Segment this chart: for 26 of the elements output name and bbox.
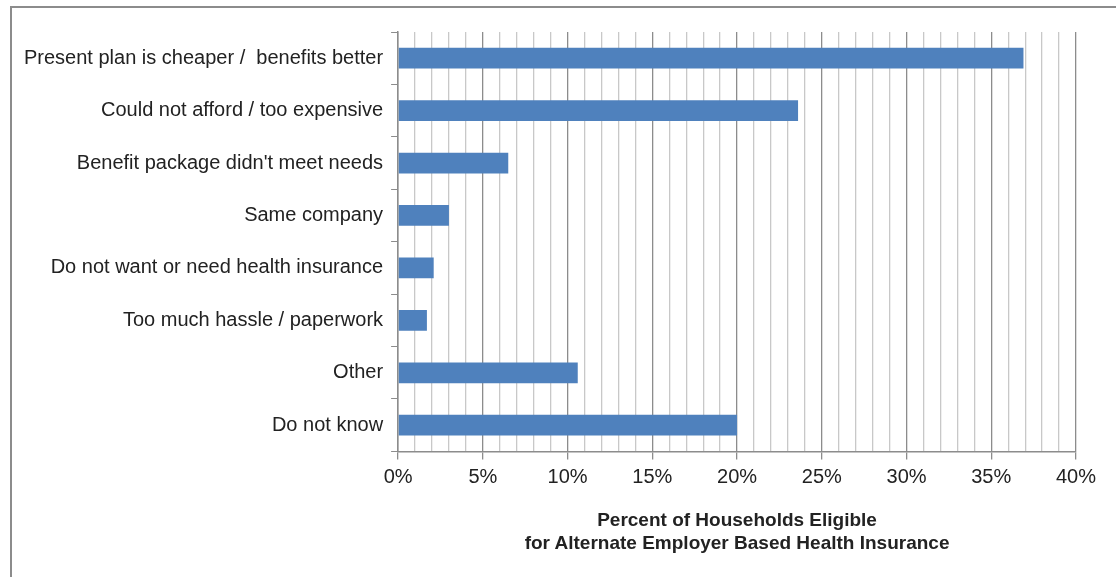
y-tick-label: Do not know — [271, 412, 384, 435]
x-tick-label: 30% — [886, 464, 927, 487]
y-tick-label: Could not afford / too expensive — [101, 98, 384, 121]
bar — [398, 47, 1024, 69]
bar — [398, 152, 509, 174]
bar — [398, 414, 738, 436]
x-tick-label: 15% — [632, 464, 673, 487]
y-tick-label: Benefit package didn't meet needs — [76, 150, 384, 173]
y-tick-label: Other — [333, 360, 384, 383]
x-tick-label: 25% — [801, 464, 843, 487]
x-tick-label: 0% — [383, 464, 413, 487]
y-tick-label: Do not want or need health insurance — [50, 255, 384, 278]
bar — [398, 362, 578, 384]
x-axis-title: Percent of Households Eligible for Alternate Employer Based Health Insurance — [524, 509, 950, 553]
y-tick-label: Present plan is cheaper / benefits better — [23, 45, 384, 68]
y-tick-label: Too much hassle / paperwork — [122, 307, 385, 330]
x-tick-label: 20% — [717, 464, 758, 487]
bar — [398, 205, 449, 226]
bar — [398, 257, 434, 279]
bar — [398, 100, 799, 122]
y-tick-label: Same company — [244, 203, 384, 225]
bar — [398, 309, 427, 331]
x-tick-label: 40% — [1055, 464, 1097, 487]
x-tick-label: 5% — [468, 464, 498, 487]
x-tick-label: 35% — [971, 464, 1012, 487]
x-tick-label: 10% — [547, 464, 588, 487]
